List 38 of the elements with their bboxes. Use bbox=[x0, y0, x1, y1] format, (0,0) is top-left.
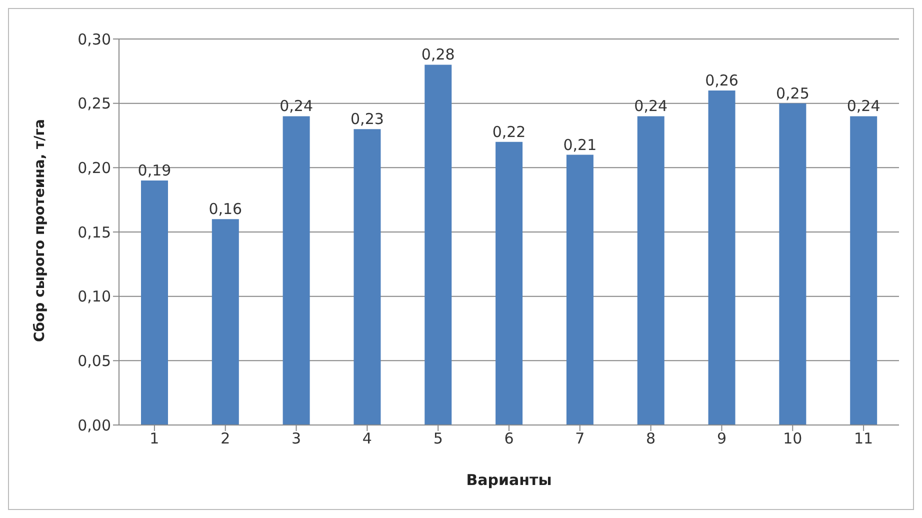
x-tick-label: 5 bbox=[433, 430, 443, 448]
x-tick-label: 6 bbox=[504, 430, 514, 448]
y-tick-label: 0,15 bbox=[78, 223, 111, 242]
x-tick-label: 1 bbox=[150, 430, 160, 448]
y-tick-label: 0,20 bbox=[78, 158, 111, 177]
x-tick-label: 3 bbox=[292, 430, 302, 448]
x-tick-label: 2 bbox=[220, 430, 230, 448]
data-label: 0,28 bbox=[421, 46, 455, 64]
y-tick-label: 0,00 bbox=[78, 416, 111, 434]
y-axis-title: Сбор сырого протеина, т/га bbox=[32, 118, 48, 342]
bar bbox=[708, 90, 736, 425]
data-label: 0,21 bbox=[563, 136, 597, 154]
x-tick-label: 9 bbox=[716, 430, 726, 448]
x-tick-label: 4 bbox=[362, 430, 372, 448]
x-axis-title: Варианты bbox=[466, 471, 552, 489]
data-label: 0,23 bbox=[350, 110, 384, 128]
x-tick-label: 7 bbox=[575, 430, 585, 448]
bar bbox=[566, 154, 594, 425]
x-tick-label: 8 bbox=[646, 430, 656, 448]
data-label: 0,22 bbox=[492, 122, 526, 141]
bar bbox=[354, 129, 381, 425]
y-tick-label: 0,05 bbox=[78, 352, 111, 370]
bar bbox=[779, 103, 806, 425]
bar bbox=[424, 64, 452, 425]
bar bbox=[141, 180, 168, 425]
data-label: 0,16 bbox=[208, 200, 242, 218]
y-tick-label: 0,25 bbox=[78, 94, 111, 113]
bar bbox=[282, 116, 310, 425]
x-tick-label: 10 bbox=[783, 430, 802, 448]
bar bbox=[637, 116, 664, 425]
bar bbox=[496, 142, 523, 425]
bar bbox=[212, 219, 239, 425]
bar bbox=[850, 116, 878, 425]
data-label: 0,25 bbox=[776, 84, 810, 102]
y-tick-label: 0,10 bbox=[78, 288, 111, 306]
x-tick-label: 11 bbox=[854, 430, 874, 448]
data-label: 0,26 bbox=[705, 71, 738, 90]
y-tick-label: 0,30 bbox=[78, 30, 111, 48]
